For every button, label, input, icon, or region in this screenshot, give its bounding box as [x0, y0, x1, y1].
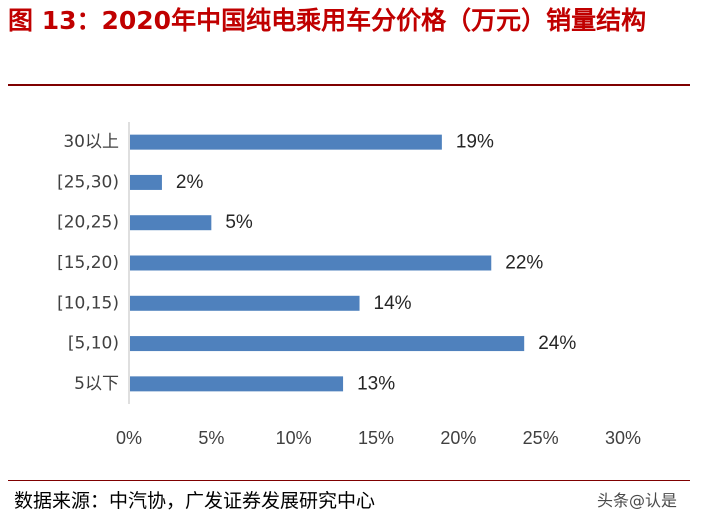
category-label-4: [10,15)	[57, 293, 119, 313]
title-divider	[8, 84, 690, 86]
data-label-3: 22%	[505, 253, 543, 274]
bar-1	[130, 174, 162, 190]
bar-4	[130, 295, 360, 311]
data-label-2: 5%	[225, 212, 253, 233]
x-tick-label-3: 15%	[358, 428, 394, 448]
bar-5	[130, 336, 525, 352]
bar-6	[130, 376, 344, 392]
data-label-1: 2%	[176, 172, 204, 193]
data-label-5: 24%	[538, 333, 576, 354]
x-tick-label-0: 0%	[116, 428, 142, 448]
figure-title: 图 13：2020年中国纯电乘用车分价格（万元）销量结构	[8, 6, 647, 35]
category-label-1: [25,30)	[57, 172, 119, 192]
data-label-4: 14%	[374, 293, 412, 314]
source-divider	[8, 480, 690, 481]
category-label-5: [5,10)	[68, 334, 119, 354]
x-tick-label-1: 5%	[198, 428, 224, 448]
x-tick-label-5: 25%	[523, 428, 559, 448]
bar-chart: 30以上 19% [25,30) 2% [20,25) 5% [15,20) 22% [10,1…	[57, 122, 641, 448]
chart-marks: 30以上 19% [25,30) 2% [20,25) 5% [15,20) 22% [10,1…	[57, 122, 641, 448]
data-label-6: 13%	[357, 373, 395, 394]
x-tick-label-6: 30%	[605, 428, 641, 448]
bar-3	[130, 255, 492, 271]
data-label-0: 19%	[456, 132, 494, 153]
watermark: 头条@认是	[597, 491, 678, 510]
bar-0	[130, 134, 442, 150]
x-tick-label-4: 20%	[440, 428, 476, 448]
source-note: 数据来源：中汽协，广发证券发展研究中心	[14, 490, 376, 512]
category-label-2: [20,25)	[57, 213, 119, 233]
bar-2	[130, 215, 212, 231]
category-label-0: 30以上	[63, 132, 119, 152]
category-label-3: [15,20)	[57, 253, 119, 273]
x-tick-label-2: 10%	[276, 428, 312, 448]
category-label-6: 5以下	[74, 374, 119, 394]
